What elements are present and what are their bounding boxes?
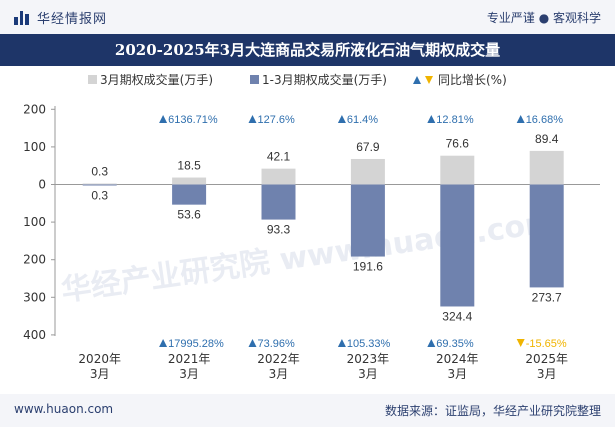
growth-up-arrow-icon	[337, 339, 346, 347]
y-tick-label: 200	[23, 102, 46, 116]
data-source: 数据来源：证监局，华经产业研究院整理	[384, 404, 601, 418]
growth-label-march: 16.68%	[526, 114, 564, 126]
growth-up-arrow-icon	[516, 115, 525, 123]
x-tick-label: 3月	[269, 367, 289, 381]
legend-label-growth: 同比增长(%)	[438, 73, 507, 87]
growth-up-arrow-icon	[159, 339, 168, 347]
growth-up-arrow-icon	[159, 115, 168, 123]
x-tick-label: 2020年	[78, 352, 121, 366]
x-tick-label: 3月	[537, 367, 557, 381]
growth-label-cumulative: 105.33%	[347, 338, 391, 350]
y-tick-label: 100	[23, 215, 46, 229]
bar-march	[82, 183, 117, 185]
top-bar: 华经情报网 专业严谨 ● 客观科学	[0, 0, 615, 34]
growth-up-arrow-icon	[248, 339, 257, 347]
data-label-cumulative: 53.6	[177, 208, 201, 222]
brand[interactable]: 华经情报网	[14, 8, 107, 27]
growth-label-cumulative: -15.65%	[526, 338, 567, 350]
data-label-cumulative: 324.4	[442, 309, 472, 323]
tagline: 专业严谨 ● 客观科学	[486, 11, 601, 25]
bar-cumulative	[440, 184, 475, 307]
bar-march	[440, 155, 475, 185]
watermark: 华经产业研究院 www.huaon.com	[59, 205, 558, 309]
legend-label-march: 3月期权成交量(万手)	[100, 72, 213, 87]
bar-march	[529, 150, 564, 185]
footer-site-link[interactable]: www.huaon.com	[14, 402, 114, 416]
x-tick-label: 2021年	[168, 352, 211, 366]
y-tick-label: 200	[23, 253, 46, 267]
data-label-march: 0.3	[91, 165, 108, 179]
growth-label-cumulative: 17995.28%	[168, 338, 224, 350]
data-label-cumulative: 273.7	[532, 290, 562, 304]
growth-label-march: 6136.71%	[168, 114, 218, 126]
growth-up-arrow-icon	[427, 115, 436, 123]
bar-march	[261, 168, 296, 185]
legend-up-arrow-icon	[413, 76, 421, 84]
growth-label-cumulative: 69.35%	[436, 338, 474, 350]
y-tick-label: 0	[38, 178, 46, 192]
x-tick-label: 2024年	[436, 352, 479, 366]
data-label-march: 42.1	[267, 150, 291, 164]
growth-label-cumulative: 73.96%	[258, 338, 296, 350]
bar-cumulative	[172, 184, 207, 205]
data-label-march: 67.9	[356, 140, 380, 154]
bar-cumulative	[350, 184, 385, 257]
bar-march	[172, 177, 207, 185]
bar-cumulative	[261, 184, 296, 220]
footer-bar: www.huaon.com 数据来源：证监局，华经产业研究院整理	[0, 394, 615, 427]
y-tick-label: 300	[23, 290, 46, 304]
growth-label-march: 61.4%	[347, 114, 378, 126]
growth-label-march: 12.81%	[436, 114, 474, 126]
x-tick-label: 3月	[447, 367, 467, 381]
x-tick-label: 3月	[358, 367, 378, 381]
x-tick-label: 2025年	[525, 352, 568, 366]
data-label-march: 76.6	[446, 137, 470, 151]
brand-logo-icon	[14, 10, 31, 25]
legend-down-arrow-icon	[425, 76, 433, 84]
data-label-cumulative: 191.6	[353, 260, 383, 274]
x-tick-label: 2023年	[347, 352, 390, 366]
x-tick-label: 3月	[179, 367, 199, 381]
y-tick-label: 400	[23, 328, 46, 342]
bar-cumulative	[82, 184, 117, 186]
legend-label-cumulative: 1-3月期权成交量(万手)	[262, 72, 387, 87]
chart-title: 2020-2025年3月大连商品交易所液化石油气期权成交量	[0, 34, 615, 66]
legend-swatch-cumulative	[250, 75, 259, 84]
brand-name: 华经情报网	[37, 12, 108, 27]
x-tick-label: 3月	[90, 367, 110, 381]
data-label-march: 89.4	[535, 132, 559, 146]
chart-area: 华经产业研究院 www.huaon.com 3月期权成交量(万手) 1-3月期权成交…	[23, 72, 600, 381]
data-label-cumulative: 93.3	[267, 223, 291, 237]
bar-cumulative	[529, 184, 564, 288]
growth-up-arrow-icon	[427, 339, 436, 347]
growth-up-arrow-icon	[248, 115, 257, 123]
growth-up-arrow-icon	[337, 115, 346, 123]
growth-down-arrow-icon	[516, 339, 525, 347]
bar-march	[350, 158, 385, 185]
legend-swatch-march	[88, 75, 97, 84]
data-label-march: 18.5	[177, 159, 201, 173]
x-tick-label: 2022年	[257, 352, 300, 366]
y-tick-label: 100	[23, 140, 46, 154]
data-label-cumulative: 0.3	[91, 189, 108, 203]
growth-label-march: 127.6%	[258, 114, 296, 126]
